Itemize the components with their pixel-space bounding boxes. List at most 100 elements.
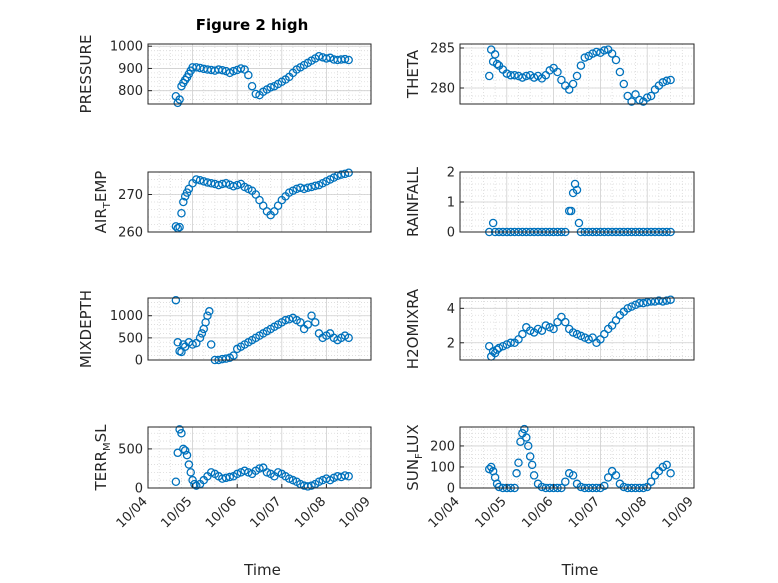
data-point (197, 329, 207, 338)
y-axis-label: H2OMIXRA (404, 288, 422, 369)
data-point (307, 182, 316, 192)
data-point (175, 95, 184, 104)
y-tick-label: 0 (447, 482, 455, 497)
y-tick-label: 2 (447, 166, 455, 181)
data-point (568, 79, 578, 89)
data-point (173, 448, 182, 458)
y-tick-label: 200 (430, 439, 455, 454)
data-point (299, 184, 309, 194)
axes-border (147, 426, 372, 489)
data-point (545, 323, 554, 332)
y-tick-label: 280 (430, 82, 455, 97)
data-point (188, 340, 197, 349)
data-point (175, 222, 184, 232)
data-point (646, 91, 656, 101)
x-tick-label: 10/07 (248, 494, 285, 531)
data-point (631, 90, 640, 99)
data-point (570, 179, 580, 189)
data-point (646, 477, 656, 486)
data-point (337, 170, 346, 179)
data-point (623, 304, 632, 313)
data-point (607, 49, 617, 58)
data-point (203, 311, 212, 320)
data-point (184, 460, 194, 469)
y-tick-label: 0 (135, 482, 143, 497)
data-point (492, 59, 502, 69)
data-point (490, 50, 500, 59)
data-point (344, 168, 353, 177)
data-point (666, 469, 675, 478)
y-tick-label: 1000 (110, 309, 143, 324)
data-point (206, 178, 216, 188)
data-point (494, 482, 504, 492)
data-point (584, 335, 593, 344)
y-tick-label: 0 (135, 354, 143, 369)
data-point (568, 471, 578, 480)
data-point (603, 473, 613, 482)
data-point (619, 482, 629, 492)
data-point (344, 55, 353, 65)
data-point (615, 67, 625, 77)
data-point (344, 472, 353, 481)
x-tick-label: 10/04 (114, 494, 151, 531)
data-point (296, 318, 305, 327)
data-point (592, 47, 601, 57)
x-tick-label: 10/05 (158, 494, 195, 531)
data-point (522, 71, 531, 81)
data-point (524, 441, 533, 451)
y-tick-label: 285 (430, 42, 455, 57)
data-point (576, 331, 586, 341)
x-tick-label: 10/06 (519, 494, 556, 531)
subplot-h2omixra: 2 4 H2OMIXRA (404, 288, 695, 369)
data-point (179, 197, 188, 207)
x-axis-label: Time (561, 561, 599, 579)
data-point (541, 321, 551, 330)
data-point (572, 185, 582, 195)
data-point (627, 302, 636, 311)
axes-border (147, 43, 372, 105)
data-point (214, 180, 223, 190)
data-point (619, 79, 629, 89)
data-point (247, 81, 257, 91)
data-point (502, 69, 512, 78)
y-axis-label: RAINFALL (404, 166, 422, 237)
data-point (484, 71, 494, 81)
data-point (229, 181, 238, 191)
data-point (522, 433, 531, 442)
data-point (221, 178, 231, 188)
data-point (303, 320, 313, 329)
data-point (498, 341, 508, 351)
data-point (218, 65, 227, 75)
data-point (303, 183, 313, 192)
data-point (514, 458, 523, 468)
data-point (192, 175, 201, 184)
data-point (564, 85, 574, 94)
data-point (314, 51, 324, 61)
data-point (561, 477, 570, 486)
data-point (525, 326, 535, 335)
subplot-air-temp: 260 270 AIRTEMP (92, 168, 372, 241)
data-point (205, 307, 214, 316)
y-axis-label: THETA (404, 49, 422, 99)
data-point (510, 70, 519, 80)
data-point (281, 315, 290, 325)
data-point (566, 206, 576, 216)
data-point (506, 338, 515, 348)
subplot-theta: 280 285 THETA (404, 42, 695, 106)
data-point (171, 295, 181, 305)
data-point (177, 208, 186, 218)
data-point (225, 472, 235, 482)
data-point (303, 482, 313, 491)
x-tick-label: 10/04 (426, 494, 463, 531)
axes-border (147, 171, 372, 233)
data-point (488, 218, 498, 228)
data-point (533, 324, 543, 334)
x-tick-label: 10/08 (292, 494, 329, 531)
data-point (527, 460, 537, 470)
axes-border (147, 297, 372, 361)
data-point (611, 471, 621, 480)
data-point (588, 49, 597, 58)
data-point (561, 317, 570, 327)
